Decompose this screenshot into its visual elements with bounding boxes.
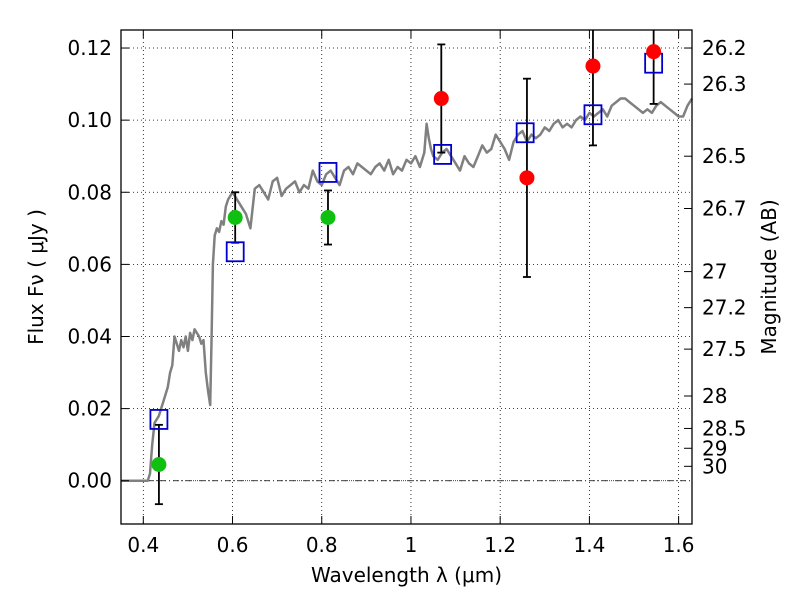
right-tick-label: 30 [702,454,727,478]
right-tick-label: 27.5 [702,337,747,361]
plot-frame [120,29,693,525]
y-tick-label: 0.02 [67,397,112,421]
y-tick-label: 0.06 [67,252,112,276]
model-spectrum [121,97,694,482]
x-tick-label: 0.6 [217,533,249,557]
x-tick-label: 1.6 [663,533,695,557]
model-square-marker [433,144,453,165]
y-tick-label: 0.04 [67,324,112,348]
x-tick-label: 0.4 [127,533,159,557]
red-observed-point [585,58,601,74]
error-bars [154,30,658,506]
green-observed-point [227,210,243,226]
red-observed-point [519,170,535,186]
right-tick-label: 26.7 [702,196,747,220]
right-tick-label: 28.5 [702,416,747,440]
x-tick-label: 0.8 [306,533,338,557]
x-axis-ticks: 0.4 0.6 0.8 1 1.2 1.4 1.6 [127,30,695,557]
x-tick-label: 1 [405,533,418,557]
right-tick-label: 26.2 [702,36,747,60]
right-tick-label: 28 [702,384,727,408]
red-observed-point [646,44,662,60]
model-square-marker [149,409,169,430]
x-axis-label: Wavelength λ (μm) [311,563,502,587]
grid-lines [121,30,692,524]
observed-photometry-points [151,44,662,473]
model-square-marker [225,241,245,263]
right-tick-label: 27 [702,260,727,284]
y-tick-label: 0.00 [67,469,112,493]
right-tick-label: 27.2 [702,296,747,320]
model-square-marker [515,122,535,144]
right-tick-label: 26.3 [702,72,747,96]
right-tick-label: 26.5 [702,144,747,168]
green-observed-point [320,210,336,226]
y-axis-label: Flux Fν ( μJy ) [24,209,48,345]
red-observed-point [433,91,449,107]
spectrum-line [121,97,694,482]
green-observed-point [151,457,167,473]
y-tick-label: 0.12 [67,36,112,60]
model-square-marker [318,162,338,183]
y-axis-ticks: 0.00 0.02 0.04 0.06 0.08 0.10 0.12 [67,36,129,493]
x-tick-label: 1.4 [573,533,605,557]
y-tick-label: 0.08 [67,180,112,204]
right-tick-label: 29 [702,436,727,460]
y-tick-label: 0.10 [67,108,112,132]
model-square-marker [583,104,603,126]
right-axis-label: Magnitude (AB) [757,199,781,354]
model-photometry-squares [149,52,664,430]
x-tick-label: 1.2 [484,533,516,557]
